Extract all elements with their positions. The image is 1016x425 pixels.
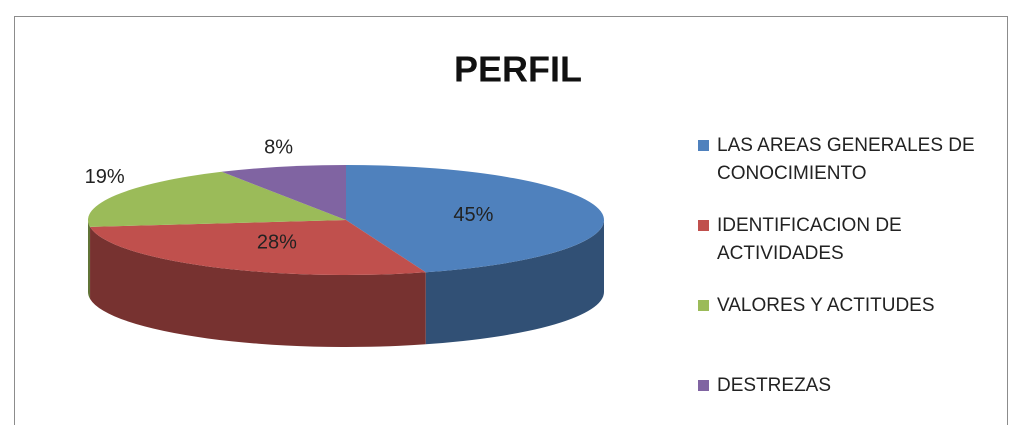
legend-label: IDENTIFICACION DE ACTIVIDADES — [717, 215, 902, 264]
legend-swatch — [698, 300, 709, 311]
chart-title: PERFIL — [454, 49, 582, 90]
legend-swatch — [698, 220, 709, 231]
legend-label: VALORES Y ACTITUDES — [717, 295, 935, 316]
legend-item: IDENTIFICACION DE ACTIVIDADES — [694, 212, 994, 268]
pie-slice — [221, 165, 346, 220]
legend-item: DESTREZAS — [694, 372, 994, 400]
pie-wall — [88, 220, 91, 299]
pie-slice — [346, 165, 604, 273]
data-label: 19% — [85, 166, 125, 188]
chart-frame — [14, 16, 1008, 425]
legend-swatch — [698, 380, 709, 391]
pie-slice — [88, 171, 347, 227]
legend-label: LAS AREAS GENERALES DE CONOCIMIENTO — [717, 135, 975, 184]
legend-label: DESTREZAS — [717, 375, 832, 396]
data-label: 45% — [453, 204, 493, 226]
data-label: 8% — [264, 136, 293, 158]
pie-wall — [90, 226, 426, 347]
legend-item: VALORES Y ACTITUDES — [694, 292, 994, 320]
data-label: 28% — [257, 232, 297, 254]
legend-item: LAS AREAS GENERALES DE CONOCIMIENTO — [694, 132, 994, 188]
pie-slice — [90, 220, 426, 275]
pie-wall — [425, 220, 604, 345]
legend-swatch — [698, 140, 709, 151]
